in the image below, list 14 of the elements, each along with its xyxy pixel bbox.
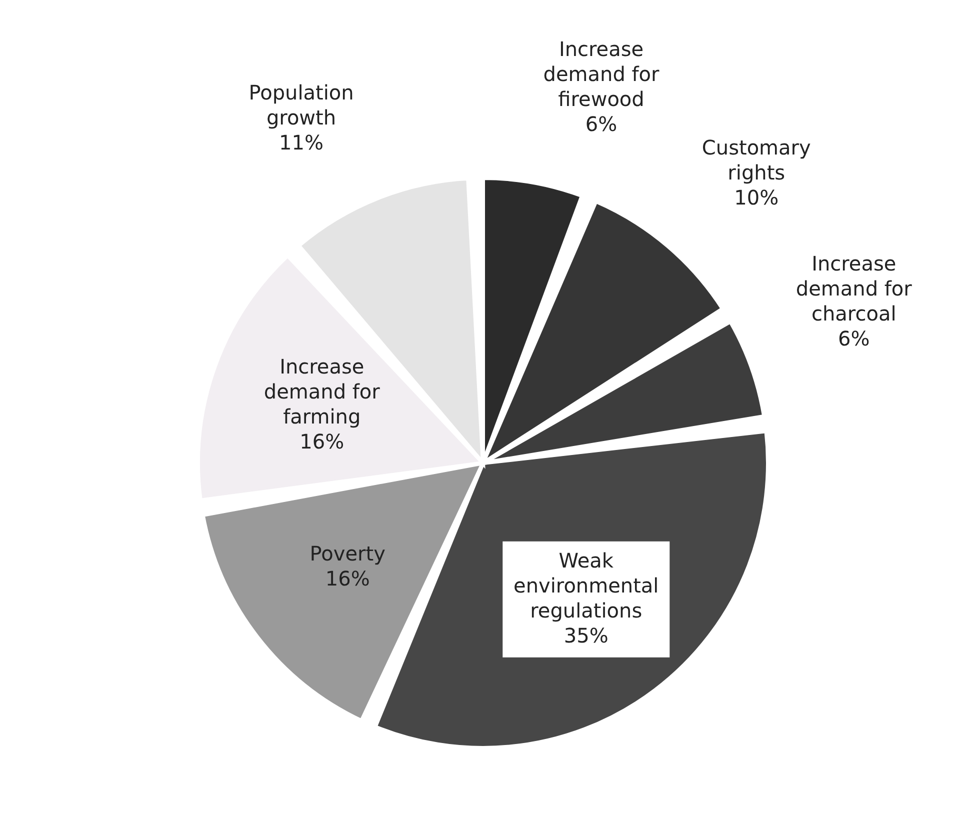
slice-label: Increase demand for charcoal [796, 251, 913, 326]
data-label: 6% [838, 326, 870, 350]
data-label: 6% [585, 112, 618, 136]
slice-label: Poverty [310, 541, 386, 566]
data-label: 35% [564, 623, 608, 648]
slice-label: Increase demand for firewood [543, 37, 660, 112]
slice-label: Population growth [248, 80, 354, 130]
data-label: 10% [734, 185, 779, 210]
slice-label: Customary rights [702, 135, 812, 184]
data-label: 16% [300, 430, 344, 454]
data-label: 16% [325, 566, 370, 590]
data-label: 11% [279, 130, 324, 154]
slice-label: Weak environmental regulations [514, 548, 659, 622]
slice-label: Increase demand for farming [264, 354, 381, 429]
